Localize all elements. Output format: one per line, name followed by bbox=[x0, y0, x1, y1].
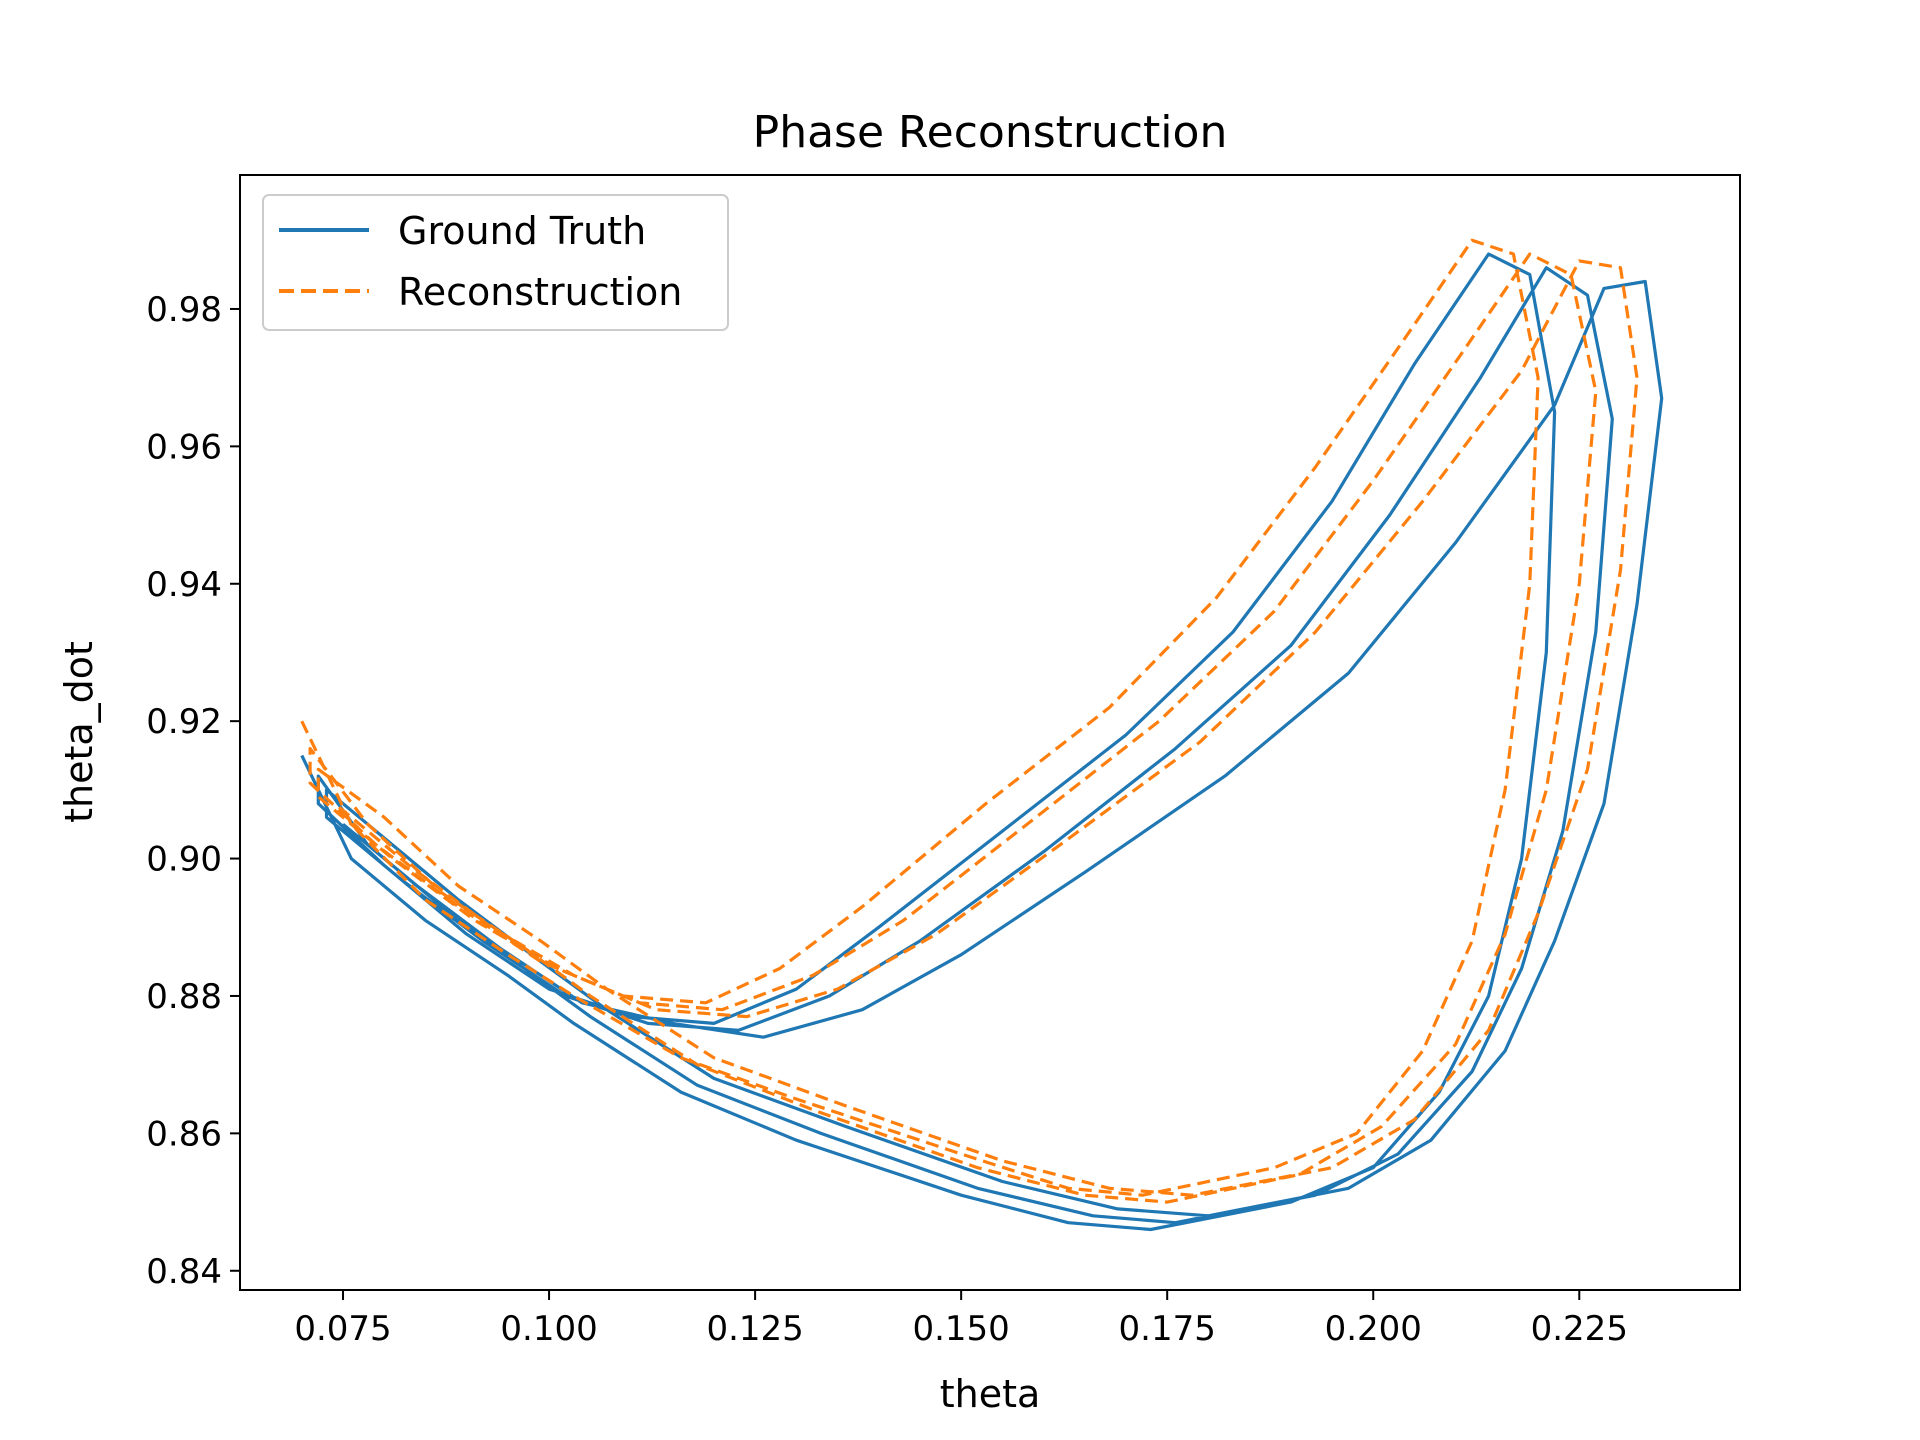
legend: Ground Truth Reconstruction bbox=[262, 194, 729, 331]
legend-box bbox=[262, 194, 729, 331]
y-tick-label: 0.90 bbox=[146, 840, 222, 880]
series-line-reconstruction bbox=[300, 238, 1639, 1204]
x-tick-label: 0.075 bbox=[294, 1309, 391, 1349]
y-tick-label: 0.86 bbox=[146, 1114, 222, 1154]
x-axis: 0.075 0.100 0.125 0.150 0.175 0.200 0.225 bbox=[294, 1290, 1628, 1349]
x-tick-label: 0.200 bbox=[1325, 1309, 1422, 1349]
y-tick-label: 0.92 bbox=[146, 702, 222, 742]
chart-title: Phase Reconstruction bbox=[753, 107, 1228, 158]
series-line-ground-truth bbox=[300, 252, 1664, 1232]
y-tick-label: 0.96 bbox=[146, 427, 222, 467]
plot-frame bbox=[239, 174, 1741, 1291]
y-axis: 0.84 0.86 0.88 0.90 0.92 0.94 0.96 0.98 bbox=[146, 290, 240, 1292]
series-layer bbox=[300, 238, 1664, 1232]
x-tick-label: 0.125 bbox=[706, 1309, 803, 1349]
legend-label-reconstruction: Reconstruction bbox=[398, 270, 682, 314]
x-tick-label: 0.100 bbox=[500, 1309, 597, 1349]
y-axis-label: theta_dot bbox=[57, 641, 101, 823]
y-tick-label: 0.98 bbox=[146, 290, 222, 330]
y-tick-label: 0.94 bbox=[146, 565, 222, 605]
x-tick-label: 0.225 bbox=[1531, 1309, 1628, 1349]
y-tick-label: 0.84 bbox=[146, 1252, 222, 1292]
x-tick-label: 0.150 bbox=[912, 1309, 1009, 1349]
x-axis-label: theta bbox=[940, 1372, 1041, 1416]
y-tick-label: 0.88 bbox=[146, 977, 222, 1017]
legend-label-ground-truth: Ground Truth bbox=[398, 209, 646, 253]
x-tick-label: 0.175 bbox=[1119, 1309, 1216, 1349]
